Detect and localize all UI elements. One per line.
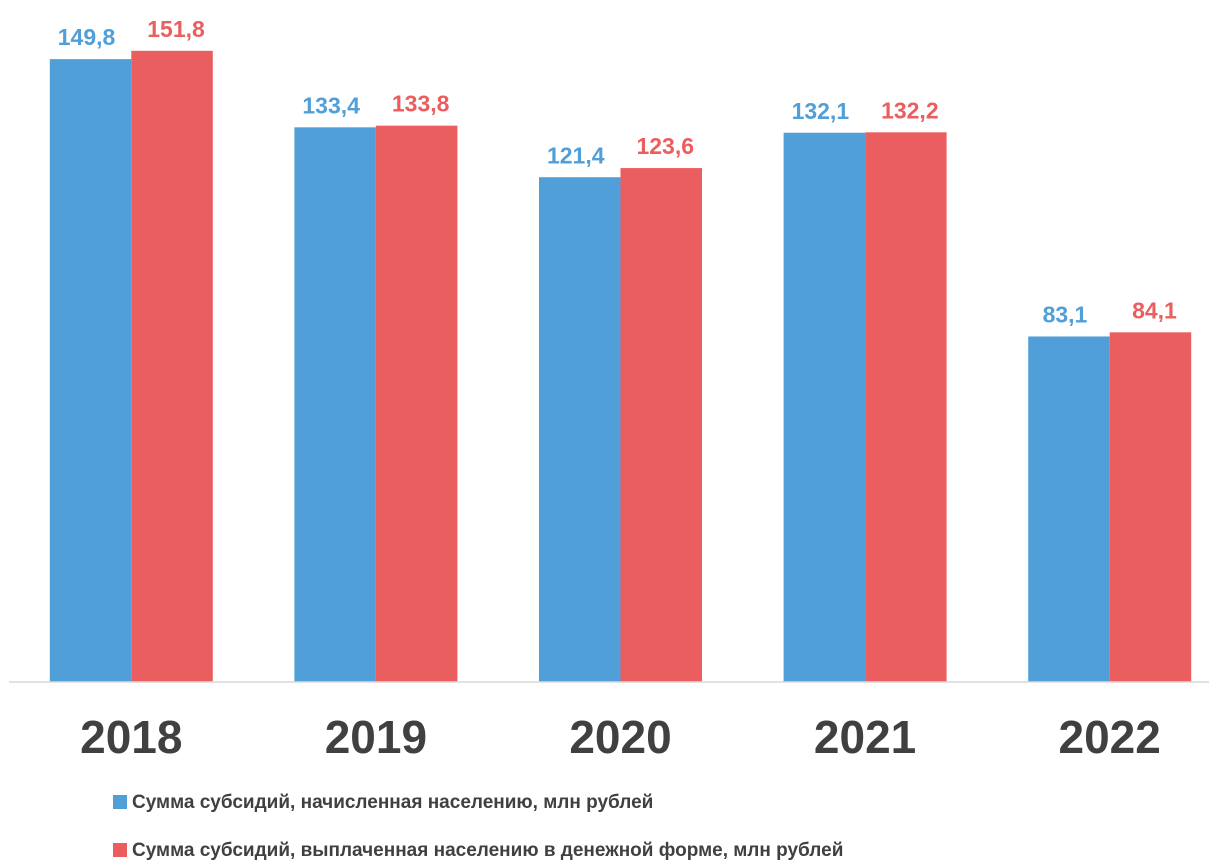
value-label: 84,1 bbox=[1132, 297, 1177, 323]
bar bbox=[294, 127, 376, 682]
value-label: 132,2 bbox=[881, 97, 939, 123]
bar bbox=[783, 132, 866, 682]
value-label: 149,8 bbox=[58, 24, 116, 50]
bar bbox=[131, 50, 213, 682]
x-tick-label: 2021 bbox=[814, 711, 916, 763]
value-label: 83,1 bbox=[1043, 302, 1088, 328]
legend-label: Сумма субсидий, начисленная населению, м… bbox=[132, 792, 653, 813]
bar bbox=[539, 177, 621, 682]
legend-label: Сумма субсидий, выплаченная населению в … bbox=[132, 840, 843, 861]
legend-swatch bbox=[113, 795, 127, 809]
value-label: 123,6 bbox=[636, 133, 694, 159]
value-label: 151,8 bbox=[147, 16, 205, 42]
x-tick-label: 2022 bbox=[1059, 711, 1161, 763]
value-label: 133,8 bbox=[392, 91, 450, 117]
legend-swatch bbox=[113, 843, 127, 857]
bar bbox=[1109, 332, 1192, 682]
value-label: 121,4 bbox=[547, 142, 605, 168]
bar bbox=[620, 168, 702, 683]
bar bbox=[865, 132, 947, 683]
value-label: 132,1 bbox=[792, 98, 850, 124]
bar bbox=[49, 59, 132, 683]
x-tick-label: 2019 bbox=[325, 711, 427, 763]
x-tick-label: 2018 bbox=[80, 711, 182, 763]
value-label: 133,4 bbox=[302, 92, 360, 118]
x-tick-label: 2020 bbox=[569, 711, 671, 763]
bar bbox=[375, 125, 458, 682]
bar bbox=[1028, 336, 1110, 682]
